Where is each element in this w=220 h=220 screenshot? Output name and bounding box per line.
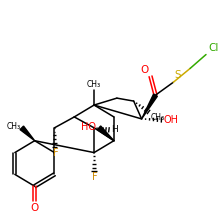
Text: CH₃: CH₃ [7, 122, 21, 131]
Text: OH: OH [163, 115, 178, 125]
Text: F: F [92, 172, 98, 182]
Text: CH₃: CH₃ [87, 80, 101, 89]
Text: O: O [140, 65, 149, 75]
Text: Cl: Cl [208, 42, 218, 53]
Polygon shape [97, 126, 114, 141]
Text: S: S [174, 70, 181, 80]
Text: H: H [111, 125, 118, 134]
Text: F: F [53, 148, 58, 158]
Text: HO: HO [81, 122, 96, 132]
Text: O: O [31, 203, 39, 213]
Polygon shape [20, 126, 35, 141]
Text: CH₃: CH₃ [150, 113, 165, 122]
Polygon shape [142, 94, 157, 119]
